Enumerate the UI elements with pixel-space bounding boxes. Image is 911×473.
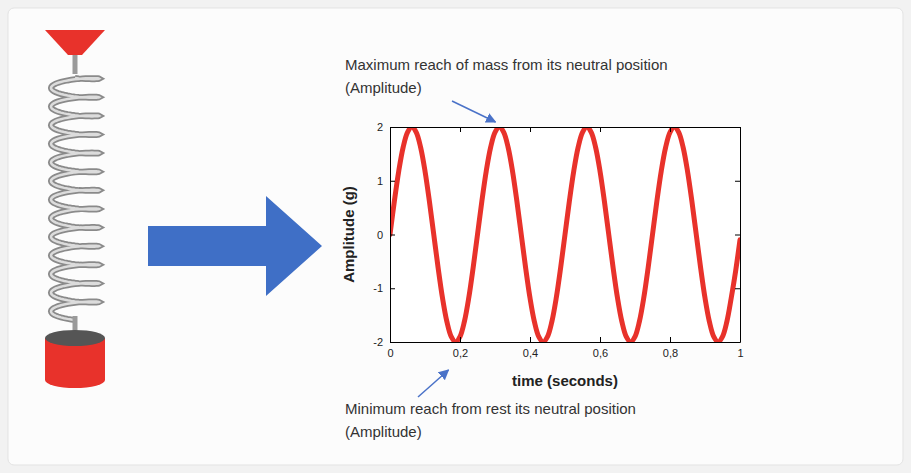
tick-mark xyxy=(530,127,531,132)
tick-mark xyxy=(390,288,395,289)
page: 0 0,2 0,4 0,6 0,8 1 -2 -1 0 1 2 time (seconds) Ampli… xyxy=(0,0,911,473)
spring-illustration xyxy=(45,30,105,388)
y-axis: -2 -1 0 1 2 xyxy=(373,121,395,348)
tick-label: 0,8 xyxy=(663,347,678,359)
tick-mark xyxy=(735,235,740,236)
tick xyxy=(460,127,461,132)
mass-top xyxy=(45,330,105,346)
tick: 0,2 xyxy=(453,337,468,359)
tick-mark xyxy=(460,337,461,342)
tick-label: 0,6 xyxy=(593,347,608,359)
tick-mark xyxy=(670,127,671,132)
tick xyxy=(735,181,740,182)
tick: 1 xyxy=(377,175,395,187)
tick-label: 0,2 xyxy=(453,347,468,359)
tick: 0,8 xyxy=(663,337,678,359)
tick-label: -1 xyxy=(373,282,383,294)
y-axis-right xyxy=(735,128,741,343)
tick-mark xyxy=(390,181,395,182)
plot-background xyxy=(390,127,740,342)
annotation-text: Minimum reach from rest its neutral posi… xyxy=(345,400,636,417)
tick-label: 0 xyxy=(387,347,393,359)
tick-mark xyxy=(735,288,740,289)
annotation: Maximum reach of mass from its neutral p… xyxy=(345,56,668,122)
tick-label: -2 xyxy=(373,336,383,348)
tick xyxy=(600,127,601,132)
tick-label: 1 xyxy=(377,175,383,187)
axis-line xyxy=(740,128,741,343)
data-line xyxy=(390,127,740,342)
tick-mark xyxy=(600,337,601,342)
tick-mark xyxy=(390,127,395,128)
flow-arrow xyxy=(148,196,322,296)
tick: 0 xyxy=(377,229,395,241)
tick-mark xyxy=(735,342,740,343)
tick xyxy=(735,127,740,128)
annotation-arrow xyxy=(418,370,449,397)
tick: -1 xyxy=(373,282,395,294)
annotation-text: Maximum reach of mass from its neutral p… xyxy=(345,56,668,73)
tick: 2 xyxy=(377,121,395,133)
spring-mount xyxy=(45,30,105,55)
chart: 0 0,2 0,4 0,6 0,8 1 -2 -1 0 1 2 time (seconds) Ampli… xyxy=(340,121,744,389)
tick-mark xyxy=(735,127,740,128)
tick-label: 0,4 xyxy=(523,347,538,359)
tick-label: 1 xyxy=(737,347,743,359)
tick-label: 2 xyxy=(377,121,383,133)
annotations: Maximum reach of mass from its neutral p… xyxy=(345,56,668,440)
tick-mark xyxy=(390,342,395,343)
annotation-arrow xyxy=(452,101,496,122)
annotation: Minimum reach from rest its neutral posi… xyxy=(345,370,636,440)
axis-line xyxy=(391,127,741,128)
background xyxy=(0,0,911,473)
tick xyxy=(735,342,740,343)
annotation-text: (Amplitude) xyxy=(345,423,422,440)
spring-coil xyxy=(51,78,99,320)
tick-mark xyxy=(600,127,601,132)
axis-line xyxy=(391,342,741,343)
y-axis-title: Amplitude (g) xyxy=(340,186,357,283)
spring-stem xyxy=(73,55,78,74)
plot-marks xyxy=(390,127,740,342)
x-axis-top xyxy=(391,127,741,132)
tick-mark xyxy=(735,181,740,182)
tick-mark xyxy=(390,235,395,236)
tick xyxy=(735,235,740,236)
x-axis: 0 0,2 0,4 0,6 0,8 1 xyxy=(387,337,743,359)
tick xyxy=(670,127,671,132)
tick: 0,6 xyxy=(593,337,608,359)
annotation-text: (Amplitude) xyxy=(345,79,422,96)
tick-mark xyxy=(670,337,671,342)
spring-coil-highlight xyxy=(51,78,99,320)
tick-mark xyxy=(460,127,461,132)
panel xyxy=(8,8,903,465)
tick-mark xyxy=(530,337,531,342)
tick xyxy=(735,288,740,289)
tick xyxy=(530,127,531,132)
x-axis-title: time (seconds) xyxy=(512,372,618,389)
tick: 0,4 xyxy=(523,337,538,359)
tick-label: 0 xyxy=(377,229,383,241)
tick: -2 xyxy=(373,336,395,348)
